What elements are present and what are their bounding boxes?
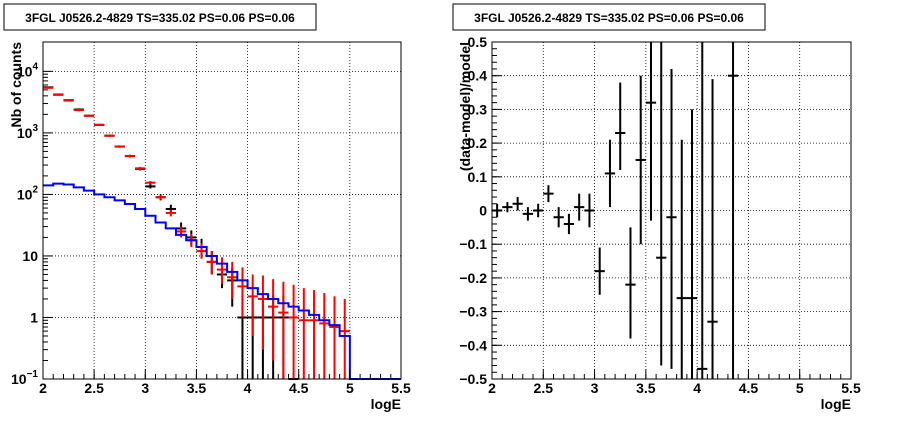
x-tick-label: 3.5: [187, 380, 207, 396]
y-tick-label: 0.3: [468, 101, 488, 117]
x-tick-label: 2.5: [84, 380, 104, 396]
y-tick-label: 0: [479, 203, 487, 219]
counts-y-axis-label: Nb of counts: [8, 42, 24, 128]
x-tick-label: 3.5: [636, 380, 656, 396]
y-tick-label: −0.1: [459, 236, 487, 252]
y-tick-label: 103: [17, 123, 39, 141]
y-tick-label: 1: [30, 309, 38, 325]
counts-panel: 3FGL J0526.2-4829 TS=335.02 PS=0.06 PS=0…: [3, 3, 411, 412]
y-tick-label: 10: [22, 248, 38, 264]
x-tick-label: 4.5: [739, 380, 759, 396]
y-tick-label: 0.1: [468, 169, 488, 185]
x-tick-label: 5: [346, 380, 354, 396]
x-tick-label: 4.5: [289, 380, 309, 396]
y-tick-label: 0.5: [468, 34, 488, 50]
counts-title: 3FGL J0526.2-4829 TS=335.02 PS=0.06 PS=0…: [25, 11, 295, 25]
counts-grid: [43, 42, 401, 379]
y-tick-label: 10−1: [11, 369, 38, 387]
residual-y-axis-label: (data-model)/model: [457, 42, 473, 171]
y-tick-label: 0.2: [468, 135, 488, 151]
x-tick-label: 4: [244, 380, 252, 396]
counts-series: [43, 86, 401, 380]
y-tick-label: 104: [17, 61, 39, 79]
counts-plot-frame: [42, 41, 402, 380]
residual-axis-ticks: 2 2.5 3 3.5 4 4.5 5 5.5 −0.5 −0.4 −0.3 −0.2 −0.1 0 0.1…: [459, 34, 861, 396]
x-tick-label: 3: [141, 380, 149, 396]
y-tick-label: −0.3: [459, 304, 487, 320]
x-tick-label: 3: [591, 380, 599, 396]
y-tick-label: −0.2: [459, 270, 487, 286]
x-tick-label: 2: [488, 380, 496, 396]
x-tick-label: 2: [39, 380, 47, 396]
counts-x-axis-label: logE: [371, 396, 401, 412]
y-tick-label: 102: [17, 184, 39, 202]
x-tick-label: 5.5: [391, 380, 411, 396]
x-tick-label: 5: [796, 380, 804, 396]
counts-axis-ticks: 2 2.5 3 3.5 4 4.5 5 5.5 10−1 1 10 102 103 104: [11, 61, 411, 396]
residual-title-box: [452, 3, 766, 31]
x-tick-label: 4: [693, 380, 701, 396]
x-tick-label: 5.5: [841, 380, 861, 396]
x-tick-label: 2.5: [534, 380, 554, 396]
counts-title-box: [3, 3, 317, 31]
residual-title: 3FGL J0526.2-4829 TS=335.02 PS=0.06 PS=0…: [474, 11, 744, 25]
residual-panel: 3FGL J0526.2-4829 TS=335.02 PS=0.06 PS=0…: [452, 3, 861, 412]
model-histogram-line: [43, 182, 401, 380]
y-tick-label: −0.4: [459, 337, 487, 353]
residual-x-axis-label: logE: [821, 396, 851, 412]
residual-series: [492, 42, 739, 379]
y-tick-label: −0.5: [459, 371, 487, 387]
y-tick-label: 0.4: [468, 68, 488, 84]
